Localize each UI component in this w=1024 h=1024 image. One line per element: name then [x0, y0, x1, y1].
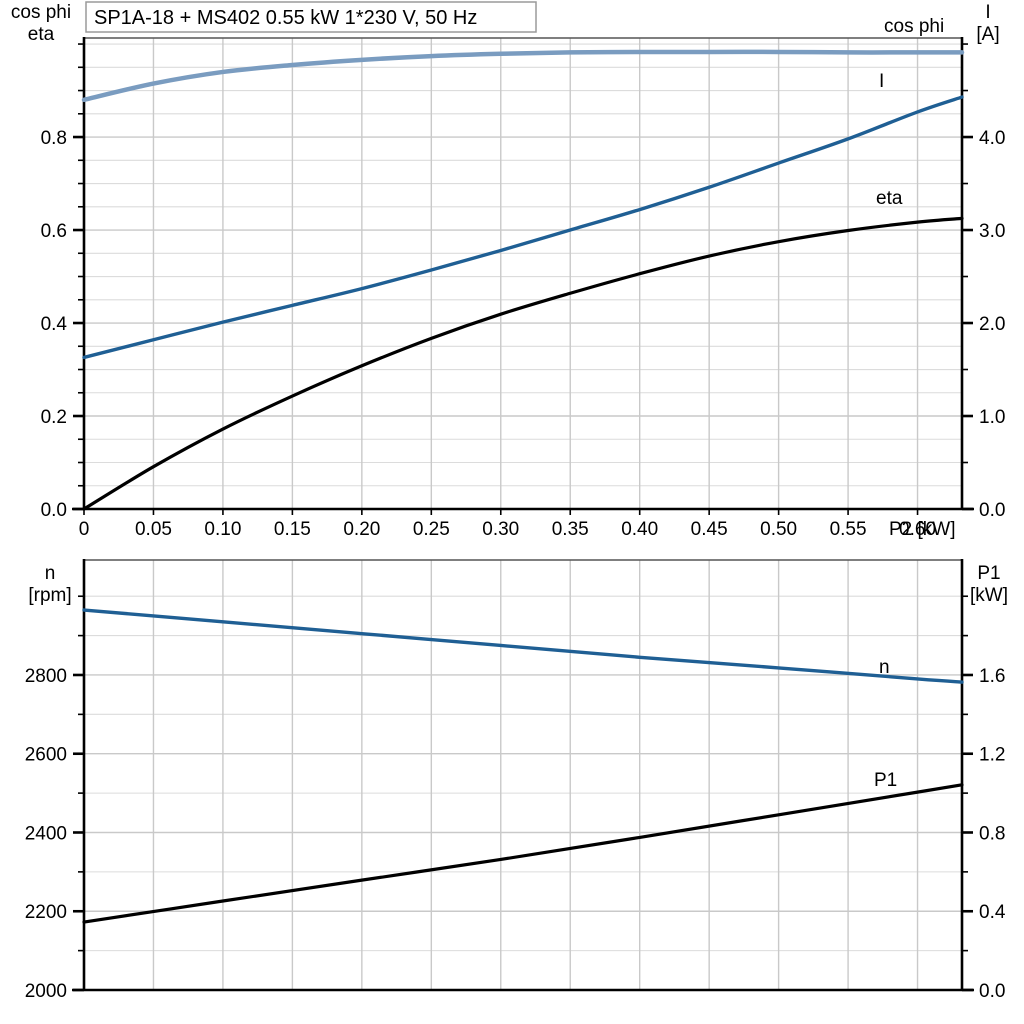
tick-label-bottom: 0.45 — [691, 519, 728, 540]
tick-label-left: 0.0 — [41, 500, 67, 521]
tick-label-bottom: 0.30 — [482, 519, 519, 540]
tick-label-bottom: 0.40 — [621, 519, 658, 540]
chart-title: SP1A-18 + MS402 0.55 kW 1*230 V, 50 Hz — [94, 7, 477, 29]
curve-label-speed: n — [879, 657, 890, 678]
bottom-right-axis-title-line1: P1 — [977, 563, 1000, 584]
tick-label-right: 0.4 — [979, 902, 1006, 923]
top-chart-curves — [84, 52, 962, 509]
tick-label-left: 2200 — [25, 902, 67, 923]
bottom-chart-axes — [72, 559, 974, 991]
top-chart-grid — [84, 38, 962, 509]
curve-cos-phi — [84, 52, 962, 100]
top-right-axis-title-line2: [A] — [976, 24, 999, 45]
curve-p1 — [84, 785, 962, 922]
bottom-left-axis-title-line2: [rpm] — [28, 585, 71, 606]
tick-label-right: 1.0 — [979, 407, 1005, 428]
top-left-axis-title-line1: cos phi — [11, 2, 71, 23]
curve-label-current: I — [879, 71, 884, 92]
bottom-chart: 2000 2200 2400 2600 2800 0.0 0.4 0.8 1.2 1.6 n [r… — [0, 548, 1024, 1024]
tick-label-bottom: 0.55 — [830, 519, 867, 540]
tick-label-right: 2.0 — [979, 314, 1005, 335]
curve-i — [84, 97, 962, 357]
top-right-axis-title-line1: I — [985, 2, 990, 23]
tick-label-left: 2400 — [25, 823, 67, 844]
tick-label-left: 0.6 — [41, 221, 67, 242]
top-x-axis-title: P2 [kW] — [889, 519, 956, 540]
tick-label-left: 0.4 — [41, 314, 68, 335]
tick-label-right: 1.2 — [979, 745, 1005, 766]
tick-label-bottom: 0 — [79, 519, 90, 540]
tick-label-bottom: 0.25 — [413, 519, 450, 540]
tick-label-bottom: 0.20 — [343, 519, 380, 540]
bottom-right-axis-title-line2: [kW] — [970, 585, 1008, 606]
bottom-chart-curves — [84, 610, 962, 922]
curve-label-eta: eta — [876, 188, 903, 209]
curve-label-power: P1 — [874, 770, 897, 791]
bottom-left-axis-title-line1: n — [45, 563, 56, 584]
bottom-chart-ticklabels: 2000 2200 2400 2600 2800 0.0 0.4 0.8 1.2 1.6 — [25, 666, 1006, 1002]
curve-eta — [84, 218, 962, 509]
tick-label-bottom: 0.50 — [760, 519, 797, 540]
top-chart: 0.0 0.2 0.4 0.6 0.8 0.0 1.0 2.0 3.0 4.0 0 0.05 0.10 0… — [0, 0, 1024, 548]
tick-label-bottom: 0.15 — [274, 519, 311, 540]
tick-label-left: 2000 — [25, 981, 67, 1002]
top-chart-ticklabels: 0.0 0.2 0.4 0.6 0.8 0.0 1.0 2.0 3.0 4.0 0 0.05 0.10 0… — [41, 128, 1006, 540]
tick-label-left: 2600 — [25, 745, 67, 766]
tick-label-bottom: 0.35 — [552, 519, 589, 540]
tick-label-right: 0.8 — [979, 823, 1005, 844]
tick-label-left: 0.2 — [41, 407, 67, 428]
tick-label-bottom: 0.10 — [204, 519, 241, 540]
curve-n — [84, 610, 962, 682]
bottom-chart-grid — [84, 560, 962, 990]
tick-label-right: 0.0 — [979, 981, 1005, 1002]
tick-label-left: 0.8 — [41, 128, 67, 149]
curve-label-cos-phi: cos phi — [884, 16, 944, 37]
tick-label-right: 1.6 — [979, 666, 1005, 687]
tick-label-right: 3.0 — [979, 221, 1005, 242]
figure-root: 0.0 0.2 0.4 0.6 0.8 0.0 1.0 2.0 3.0 4.0 0 0.05 0.10 0… — [0, 0, 1024, 1024]
top-left-axis-title-line2: eta — [28, 24, 55, 45]
tick-label-right: 4.0 — [979, 128, 1005, 149]
tick-label-left: 2800 — [25, 666, 67, 687]
tick-label-right: 0.0 — [979, 500, 1005, 521]
tick-label-bottom: 0.05 — [135, 519, 172, 540]
